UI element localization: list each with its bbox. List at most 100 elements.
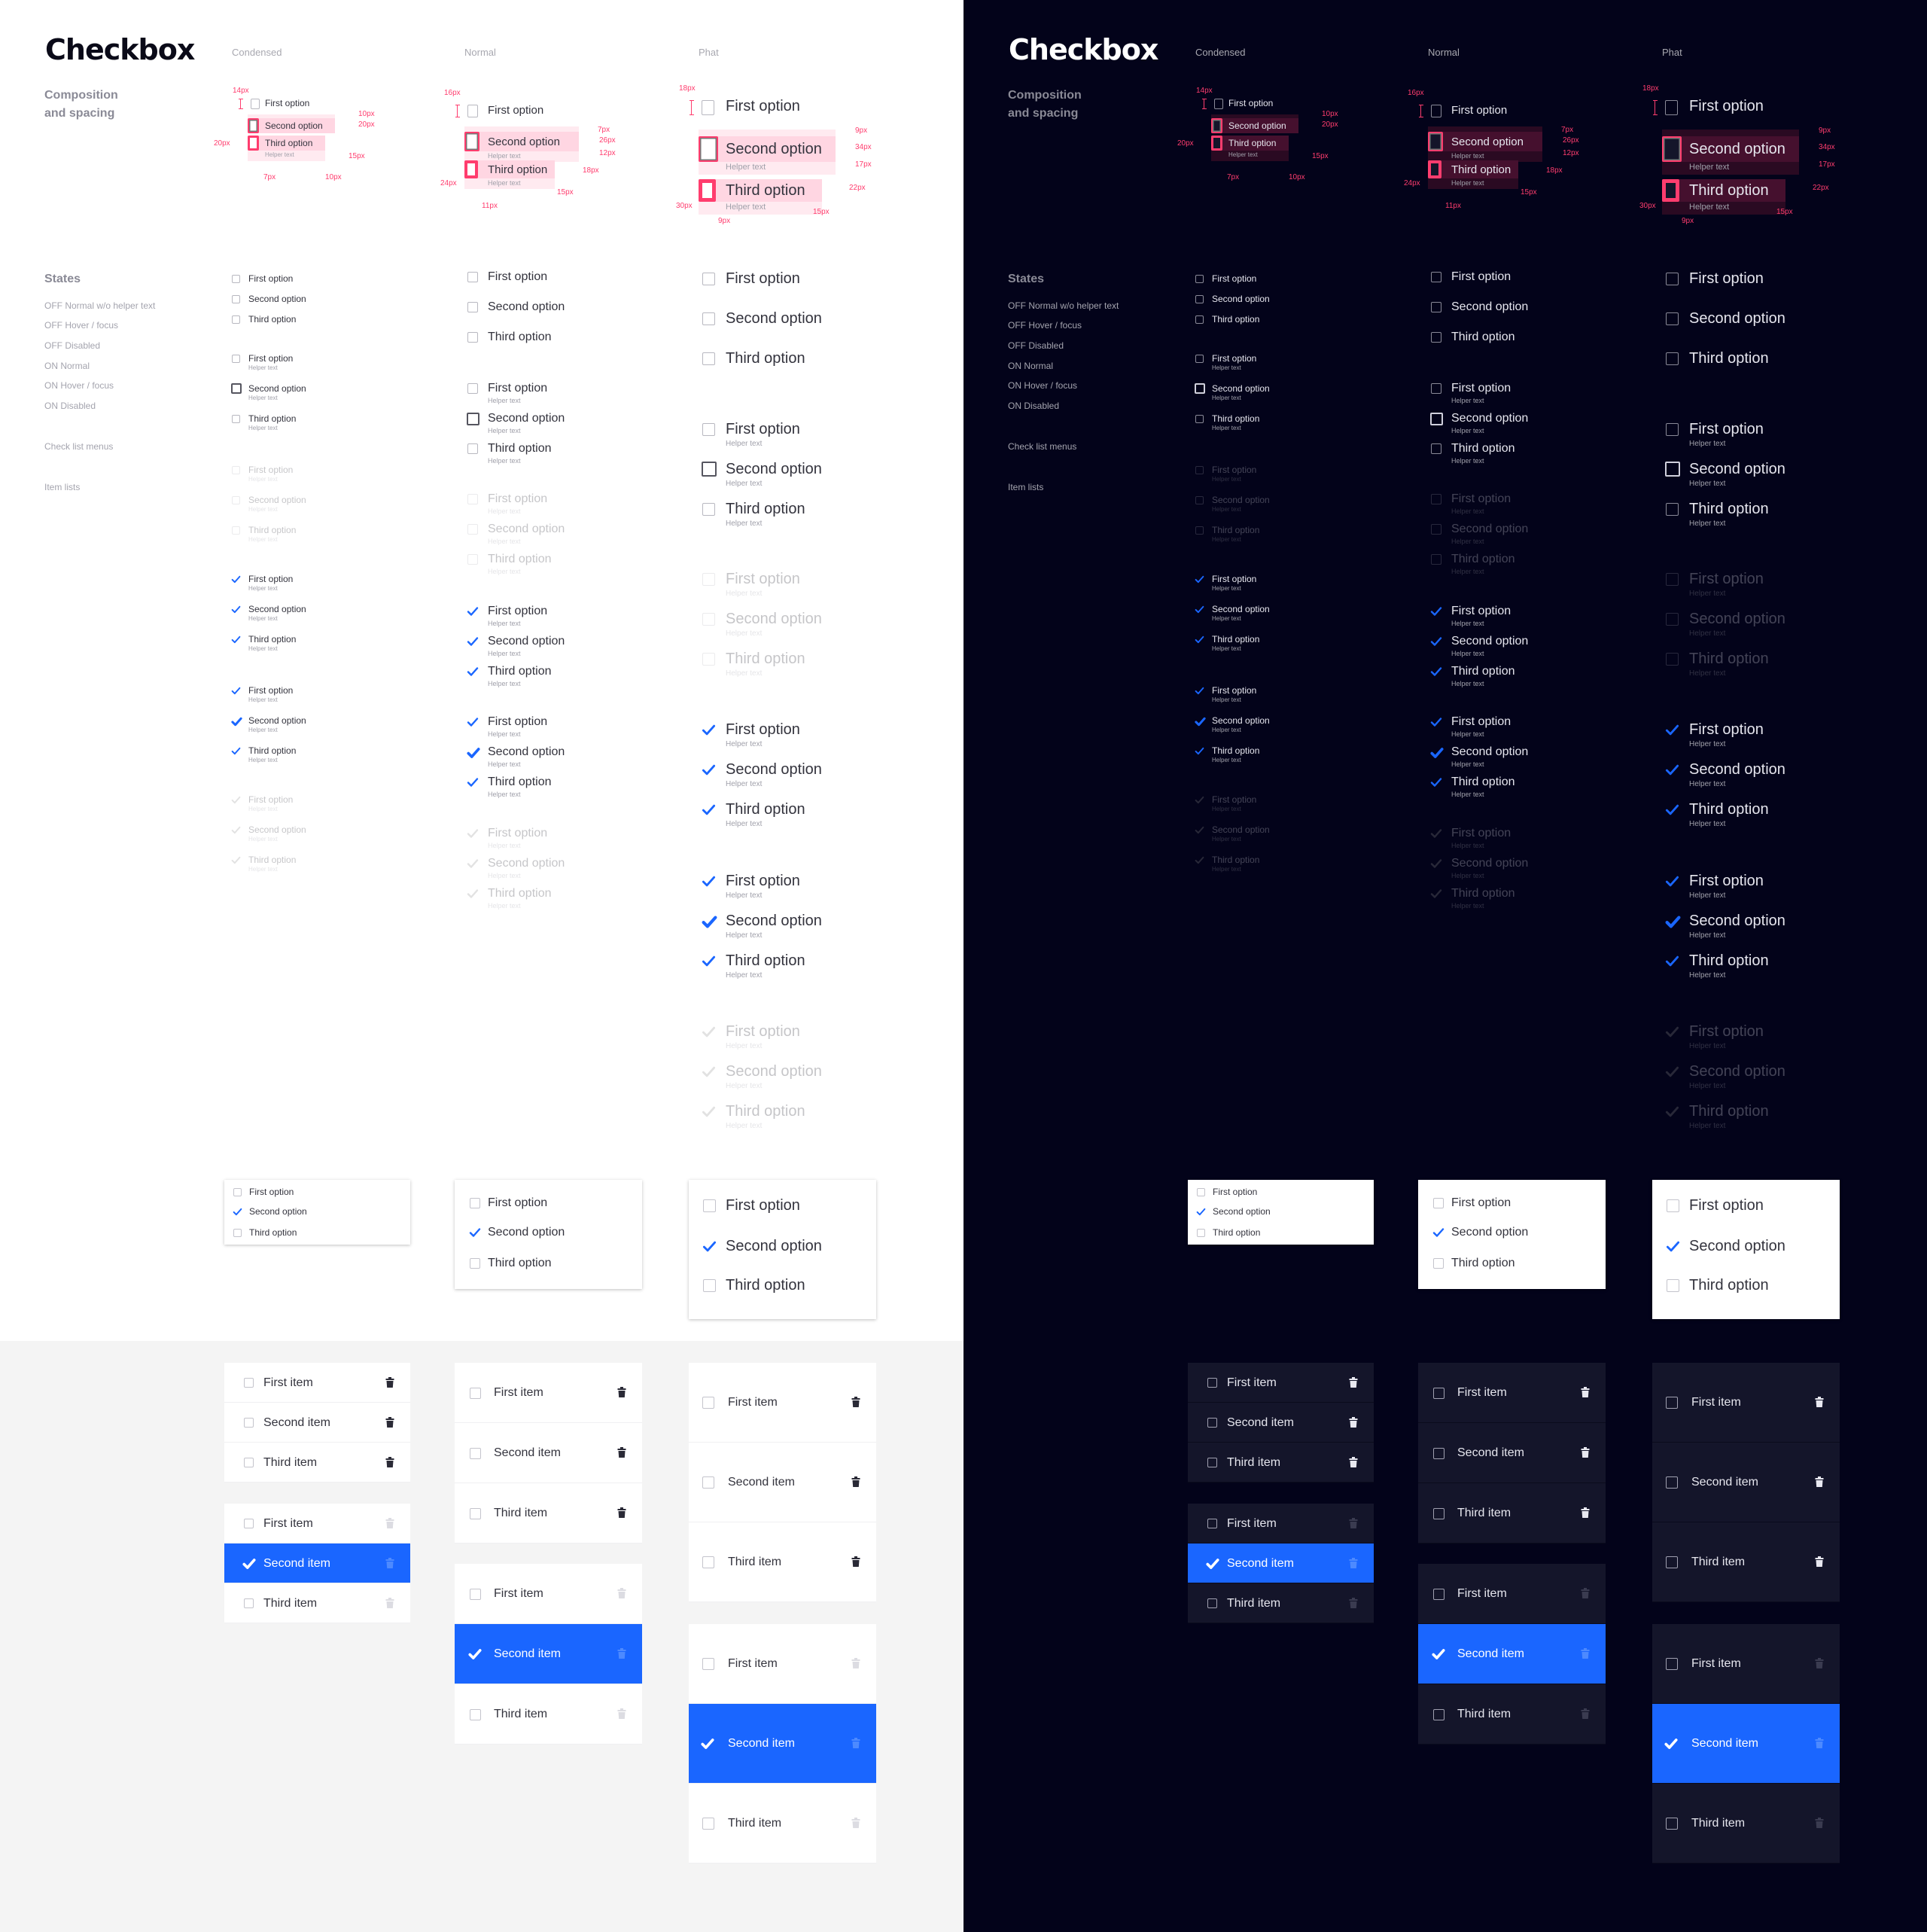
trash-icon[interactable] (1348, 1557, 1359, 1568)
list-item[interactable]: Second item (1418, 1624, 1606, 1684)
list-item[interactable]: First item (455, 1363, 642, 1423)
checkbox-icon[interactable] (1428, 160, 1441, 178)
checkbox-icon[interactable] (703, 1278, 716, 1292)
checkbox-icon[interactable] (1431, 302, 1441, 312)
checkbox-icon[interactable] (232, 414, 240, 423)
checkbox-icon[interactable] (1433, 1198, 1444, 1208)
checkbox-icon[interactable] (1207, 1458, 1217, 1467)
checkbox-icon[interactable] (467, 332, 478, 343)
checkbox-icon[interactable] (1433, 1507, 1444, 1519)
checkbox-icon[interactable] (1666, 1658, 1678, 1670)
trash-icon[interactable] (385, 1517, 395, 1528)
checkbox-icon[interactable] (233, 1228, 242, 1237)
checkbox-icon[interactable] (1665, 99, 1678, 115)
checkbox-icon[interactable] (467, 105, 478, 117)
list-item[interactable]: First item (224, 1363, 410, 1403)
checkbox-icon[interactable] (251, 99, 260, 110)
checkbox-icon[interactable] (699, 179, 716, 202)
checkbox-icon[interactable] (1207, 1418, 1217, 1428)
checkbox-icon[interactable] (1197, 1187, 1205, 1196)
trash-icon[interactable] (616, 1507, 627, 1518)
checkbox-icon[interactable] (470, 1258, 480, 1269)
checkbox-icon[interactable] (1428, 132, 1443, 151)
trash-icon[interactable] (616, 1708, 627, 1719)
checkbox-icon[interactable] (702, 352, 715, 365)
checkbox-icon[interactable] (1666, 1818, 1678, 1830)
list-item[interactable]: Third item (1418, 1483, 1606, 1543)
list-item[interactable]: Second item (1418, 1423, 1606, 1483)
list-item[interactable]: Third item (224, 1443, 410, 1483)
list-item[interactable]: First item (224, 1504, 410, 1543)
list-item[interactable]: First item (1652, 1363, 1840, 1443)
list-item[interactable]: First item (689, 1624, 876, 1704)
checkbox-icon[interactable] (1433, 1708, 1444, 1720)
checkbox-icon[interactable] (701, 462, 717, 477)
checkbox-icon[interactable] (1666, 312, 1679, 325)
checkbox-icon[interactable] (464, 132, 479, 151)
trash-icon[interactable] (1348, 1376, 1359, 1388)
checkbox-icon[interactable] (1666, 1397, 1678, 1409)
checkbox-icon[interactable] (470, 1387, 481, 1399)
list-item[interactable]: First item (1188, 1363, 1374, 1403)
trash-icon[interactable] (1814, 1476, 1825, 1487)
list-item[interactable]: Third item (455, 1483, 642, 1543)
list-item[interactable]: Third item (1652, 1784, 1840, 1863)
list-item[interactable]: Second item (224, 1403, 410, 1443)
checkbox-icon[interactable] (1666, 272, 1679, 285)
checkbox-icon[interactable] (1666, 502, 1679, 516)
list-item[interactable]: First item (1652, 1624, 1840, 1704)
checkbox-icon[interactable] (470, 1198, 480, 1208)
checkbox-icon[interactable] (1433, 1258, 1444, 1269)
checkbox-icon[interactable] (1207, 1378, 1217, 1388)
checkbox-icon[interactable] (1666, 352, 1679, 365)
trash-icon[interactable] (851, 1818, 861, 1828)
list-item[interactable]: Third item (224, 1583, 410, 1623)
trash-icon[interactable] (851, 1476, 861, 1487)
checkbox-icon[interactable] (702, 502, 715, 516)
trash-icon[interactable] (1580, 1387, 1591, 1397)
list-item[interactable]: Third item (1188, 1443, 1374, 1483)
checkbox-icon[interactable] (233, 1187, 242, 1196)
checkbox-icon[interactable] (702, 1818, 714, 1830)
checkbox-icon[interactable] (702, 312, 715, 325)
list-item[interactable]: Second item (455, 1423, 642, 1483)
list-item[interactable]: Second item (1188, 1403, 1374, 1443)
trash-icon[interactable] (385, 1456, 395, 1467)
checkbox-icon[interactable] (702, 272, 715, 285)
list-item[interactable]: Second item (689, 1704, 876, 1784)
checkbox-icon[interactable] (467, 302, 478, 312)
checkbox-icon[interactable] (1667, 1278, 1679, 1292)
trash-icon[interactable] (851, 1397, 861, 1407)
checkbox-icon[interactable] (230, 383, 242, 394)
trash-icon[interactable] (851, 1556, 861, 1567)
checkbox-icon[interactable] (1433, 1447, 1444, 1459)
checkbox-icon[interactable] (1431, 272, 1441, 282)
list-item[interactable]: Third item (1418, 1684, 1606, 1745)
trash-icon[interactable] (1580, 1708, 1591, 1719)
list-item[interactable]: Third item (689, 1784, 876, 1863)
checkbox-icon[interactable] (467, 272, 478, 282)
checkbox-icon[interactable] (232, 354, 240, 363)
checkbox-icon[interactable] (1667, 1199, 1679, 1212)
trash-icon[interactable] (1580, 1648, 1591, 1659)
list-item[interactable]: First item (1418, 1564, 1606, 1624)
checkbox-icon[interactable] (1195, 414, 1204, 423)
checkbox-icon[interactable] (702, 99, 714, 115)
list-item[interactable]: Second item (455, 1624, 642, 1684)
checkbox-icon[interactable] (248, 118, 259, 133)
checkbox-icon[interactable] (464, 160, 478, 178)
trash-icon[interactable] (1814, 1556, 1825, 1567)
checkbox-icon[interactable] (244, 1458, 254, 1467)
trash-icon[interactable] (1348, 1416, 1359, 1428)
list-item[interactable]: First item (1418, 1363, 1606, 1423)
checkbox-icon[interactable] (470, 1708, 481, 1720)
checkbox-icon[interactable] (1195, 294, 1204, 303)
checkbox-icon[interactable] (702, 1476, 714, 1489)
checkbox-icon[interactable] (702, 1658, 714, 1670)
checkbox-icon[interactable] (1662, 179, 1679, 202)
checkbox-icon[interactable] (1666, 422, 1679, 436)
trash-icon[interactable] (1580, 1588, 1591, 1598)
checkbox-icon[interactable] (1211, 136, 1222, 151)
checkbox-icon[interactable] (702, 1556, 714, 1568)
checkbox-icon[interactable] (244, 1378, 254, 1388)
